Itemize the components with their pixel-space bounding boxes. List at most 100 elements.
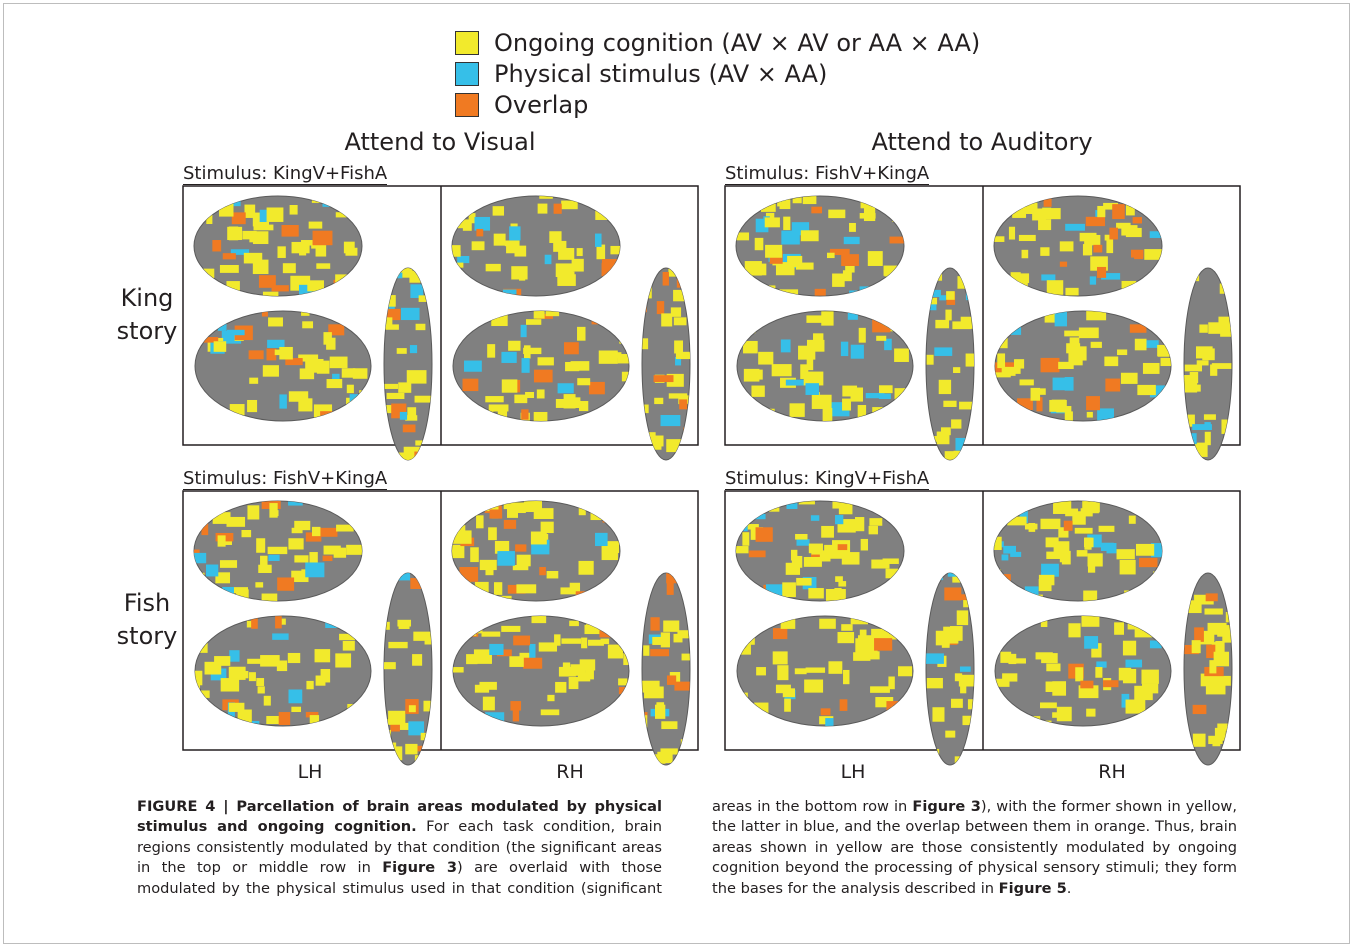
activation-blob [577, 326, 586, 341]
activation-blob [1127, 622, 1147, 630]
activation-blob [398, 382, 412, 393]
activation-blob [308, 221, 323, 229]
activation-blob [1106, 543, 1117, 554]
activation-blob [261, 593, 278, 601]
activation-blob [311, 526, 321, 537]
activation-blob [1085, 216, 1106, 227]
activation-blob [312, 230, 333, 246]
activation-blob [661, 313, 673, 327]
activation-blob [1129, 324, 1147, 333]
activation-blob [1184, 375, 1193, 381]
activation-blob [808, 588, 824, 599]
activation-blob [569, 620, 579, 627]
activation-blob [994, 501, 1004, 511]
activation-blob [288, 538, 304, 550]
activation-blob [555, 263, 574, 277]
activation-blob [956, 610, 969, 626]
activation-blob [1096, 661, 1107, 668]
activation-blob [412, 654, 423, 666]
activation-blob [291, 527, 303, 534]
activation-blob [260, 555, 268, 569]
activation-blob [837, 632, 855, 644]
activation-blob [603, 277, 620, 291]
activation-blob [1203, 414, 1216, 420]
activation-blob [520, 324, 527, 338]
activation-blob [1046, 280, 1064, 295]
activation-blob [328, 324, 345, 336]
activation-blob [1035, 720, 1052, 726]
activation-blob [891, 719, 903, 726]
activation-blob [1125, 699, 1146, 714]
activation-blob [452, 592, 460, 600]
activation-blob [454, 262, 464, 268]
activation-blob [493, 233, 506, 246]
activation-blob [486, 411, 494, 421]
activation-blob [194, 572, 205, 582]
activation-blob [323, 545, 341, 555]
activation-blob [1064, 411, 1073, 421]
activation-blob [256, 538, 266, 553]
activation-map [642, 573, 690, 765]
activation-blob [814, 288, 826, 296]
activation-blob [1000, 651, 1012, 663]
row-label: King story [116, 284, 178, 345]
activation-blob [488, 527, 497, 541]
activation-blob [618, 678, 628, 686]
activation-blob [231, 587, 248, 594]
activation-blob [570, 361, 590, 371]
activation-blob [926, 653, 944, 664]
activation-blob [278, 712, 291, 725]
activation-blob [960, 316, 974, 329]
activation-blob [593, 719, 604, 726]
activation-blob [1197, 442, 1206, 453]
activation-blob [1081, 616, 1100, 627]
activation-blob [236, 589, 249, 600]
activation-blob [1194, 627, 1204, 642]
activation-blob [1043, 208, 1061, 220]
activation-blob [1046, 551, 1064, 559]
activation-blob [506, 242, 516, 254]
activation-blob [278, 618, 286, 625]
activation-blob [1132, 217, 1142, 224]
activation-blob [765, 212, 775, 220]
activation-blob [621, 371, 629, 382]
activation-blob [578, 560, 594, 575]
activation-blob [257, 686, 265, 694]
activation-blob [345, 311, 352, 323]
activation-blob [935, 319, 950, 329]
activation-blob [676, 275, 686, 288]
activation-blob [198, 507, 209, 517]
activation-blob [878, 311, 895, 322]
activation-blob [745, 524, 759, 530]
activation-blob [680, 573, 690, 580]
activation-blob [936, 431, 950, 445]
activation-blob [1116, 222, 1131, 229]
activation-blob [674, 681, 690, 691]
activation-blob [536, 389, 545, 399]
activation-blob [1221, 419, 1232, 434]
activation-blob [795, 262, 814, 270]
activation-blob [803, 556, 822, 567]
activation-blob [253, 224, 274, 231]
activation-blob [953, 450, 961, 460]
activation-blob [557, 383, 574, 394]
activation-blob [780, 339, 791, 353]
activation-blob [1153, 711, 1166, 718]
activation-blob [1041, 274, 1056, 281]
activation-blob [1045, 681, 1057, 692]
activation-blob [204, 661, 222, 675]
activation-blob [384, 621, 390, 630]
activation-blob [820, 708, 831, 716]
activation-blob [570, 664, 586, 676]
activation-blob [340, 198, 353, 205]
activation-blob [540, 521, 554, 534]
activation-blob [1078, 685, 1099, 699]
activation-blob [258, 275, 276, 288]
activation-blob [939, 632, 959, 644]
activation-blob [751, 385, 765, 397]
activation-blob [1160, 357, 1171, 367]
activation-blob [802, 196, 817, 205]
activation-blob [837, 544, 848, 551]
activation-blob [865, 651, 880, 660]
activation-blob [1086, 708, 1096, 717]
